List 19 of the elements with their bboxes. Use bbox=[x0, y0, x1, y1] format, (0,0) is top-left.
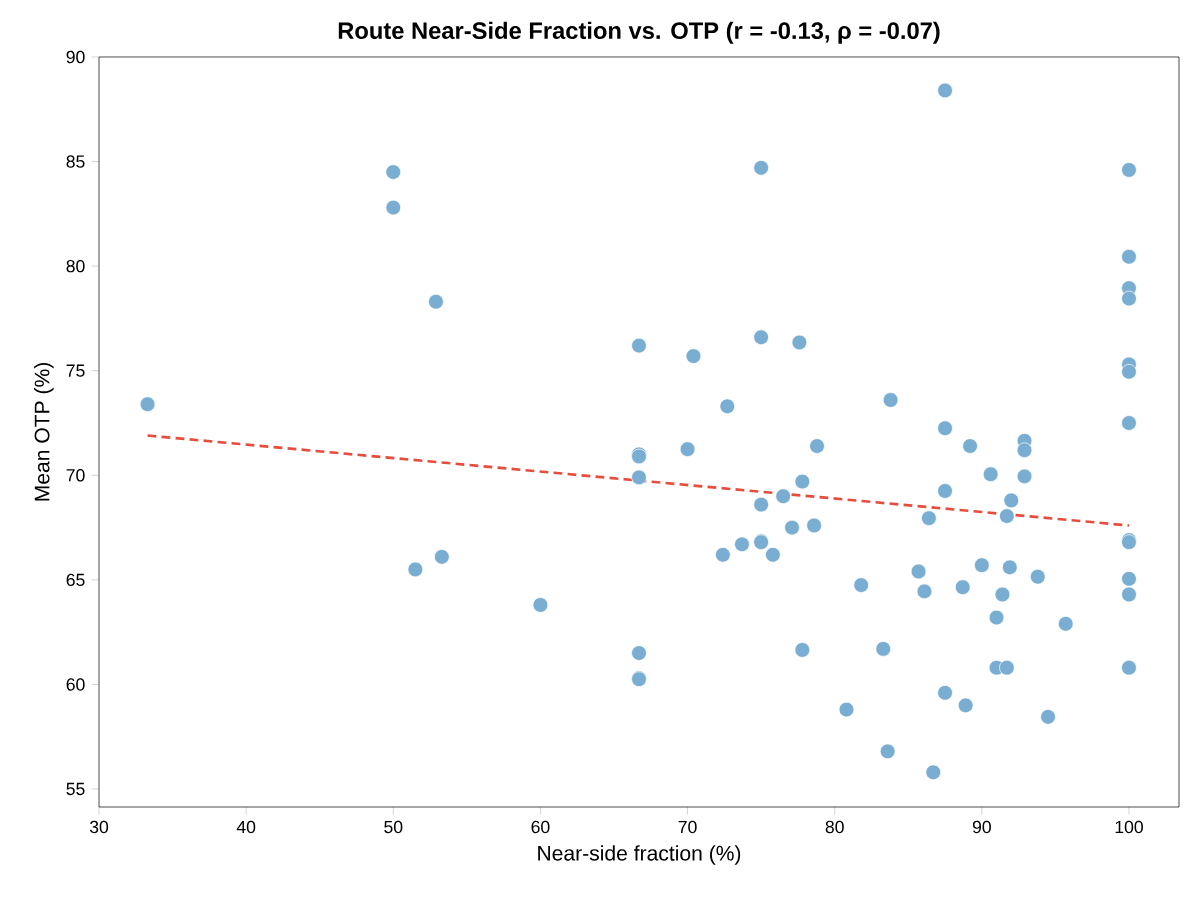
x-tick-label: 60 bbox=[531, 820, 550, 834]
x-tick-label: 70 bbox=[678, 820, 697, 834]
y-tick-label: 60 bbox=[66, 678, 85, 691]
y-tick-label: 55 bbox=[66, 782, 85, 796]
chart-title: Route Near-Side Fraction vs. OTP (r = -0.13, ρ = -0.07) bbox=[338, 21, 940, 44]
y-tick-label: 90 bbox=[66, 50, 85, 64]
y-tick-label: 75 bbox=[66, 364, 85, 377]
x-tick-label: 100 bbox=[1115, 820, 1143, 834]
x-tick-label: 40 bbox=[236, 820, 256, 834]
x-tick-label: 90 bbox=[972, 820, 991, 834]
x-axis-title: Near-side fraction (%) bbox=[538, 845, 741, 865]
y-axis-title: Mean OTP (%) bbox=[34, 363, 54, 501]
y-tick-label: 85 bbox=[66, 155, 85, 168]
y-tick-label: 65 bbox=[66, 573, 85, 587]
y-tick-label: 80 bbox=[66, 259, 85, 273]
x-tick-label: 80 bbox=[825, 820, 844, 834]
x-tick-label: 30 bbox=[89, 820, 109, 834]
x-tick-label: 50 bbox=[384, 820, 403, 834]
y-tick-label: 70 bbox=[66, 469, 85, 482]
